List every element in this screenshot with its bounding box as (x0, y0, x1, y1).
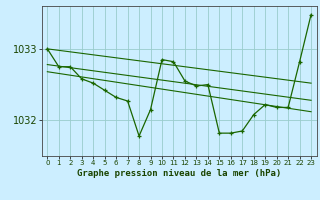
X-axis label: Graphe pression niveau de la mer (hPa): Graphe pression niveau de la mer (hPa) (77, 169, 281, 178)
